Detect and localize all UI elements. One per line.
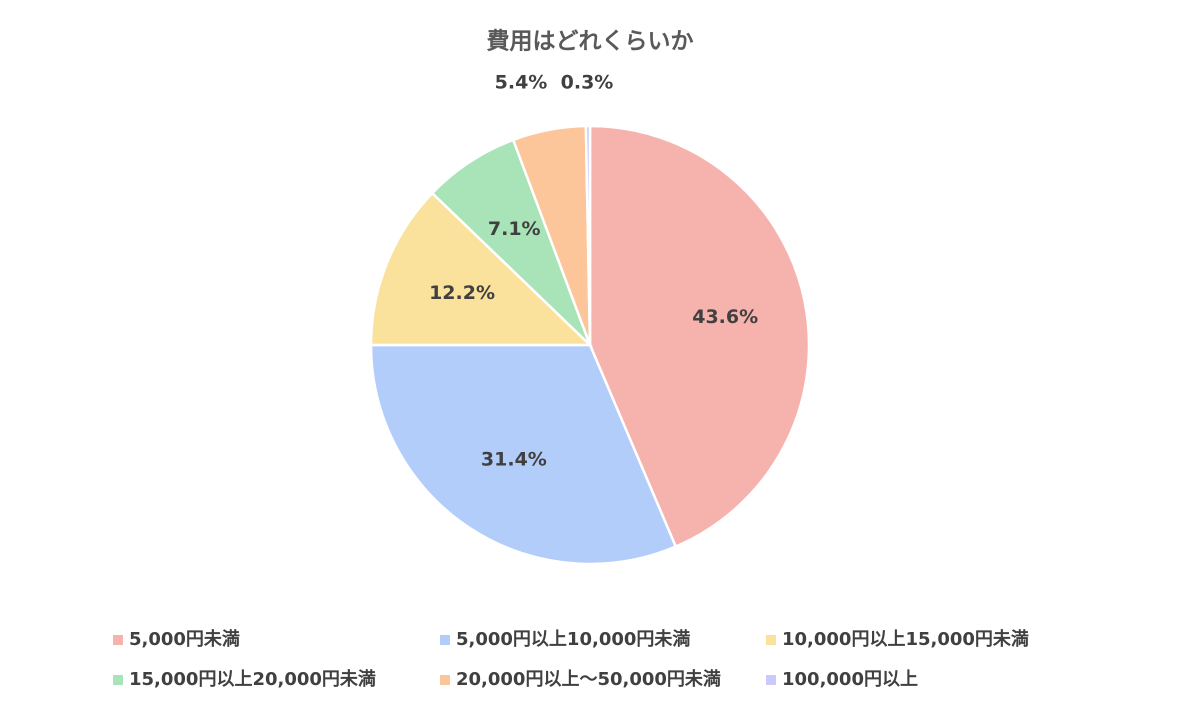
data-label: 0.3%: [561, 72, 614, 94]
legend-label: 5,000円未満: [129, 628, 240, 650]
pie-slice: [369, 191, 594, 347]
data-label: 31.4%: [481, 449, 547, 471]
legend-swatch: [440, 635, 450, 645]
pie-slice: [369, 343, 678, 566]
pie-slice: [588, 124, 811, 549]
legend-swatch: [766, 675, 776, 685]
data-label: 5.4%: [495, 72, 548, 94]
legend-swatch: [113, 635, 123, 645]
data-label: 43.6%: [692, 306, 758, 328]
legend-swatch: [440, 675, 450, 685]
legend-swatch: [113, 675, 123, 685]
pie-slice: [584, 124, 592, 346]
legend-label: 5,000円以上10,000円未満: [456, 628, 690, 650]
legend-label: 100,000円以上: [782, 669, 918, 690]
legend-swatch: [766, 635, 776, 645]
chart-title: 費用はどれくらいか: [487, 29, 694, 55]
legend-label: 15,000円以上20,000円未満: [129, 668, 376, 690]
legend-label: 20,000円以上～50,000円未満: [456, 668, 721, 690]
data-label: 12.2%: [429, 282, 495, 304]
data-label: 7.1%: [488, 218, 541, 240]
legend-label: 10,000円以上15,000円未満: [782, 628, 1029, 650]
